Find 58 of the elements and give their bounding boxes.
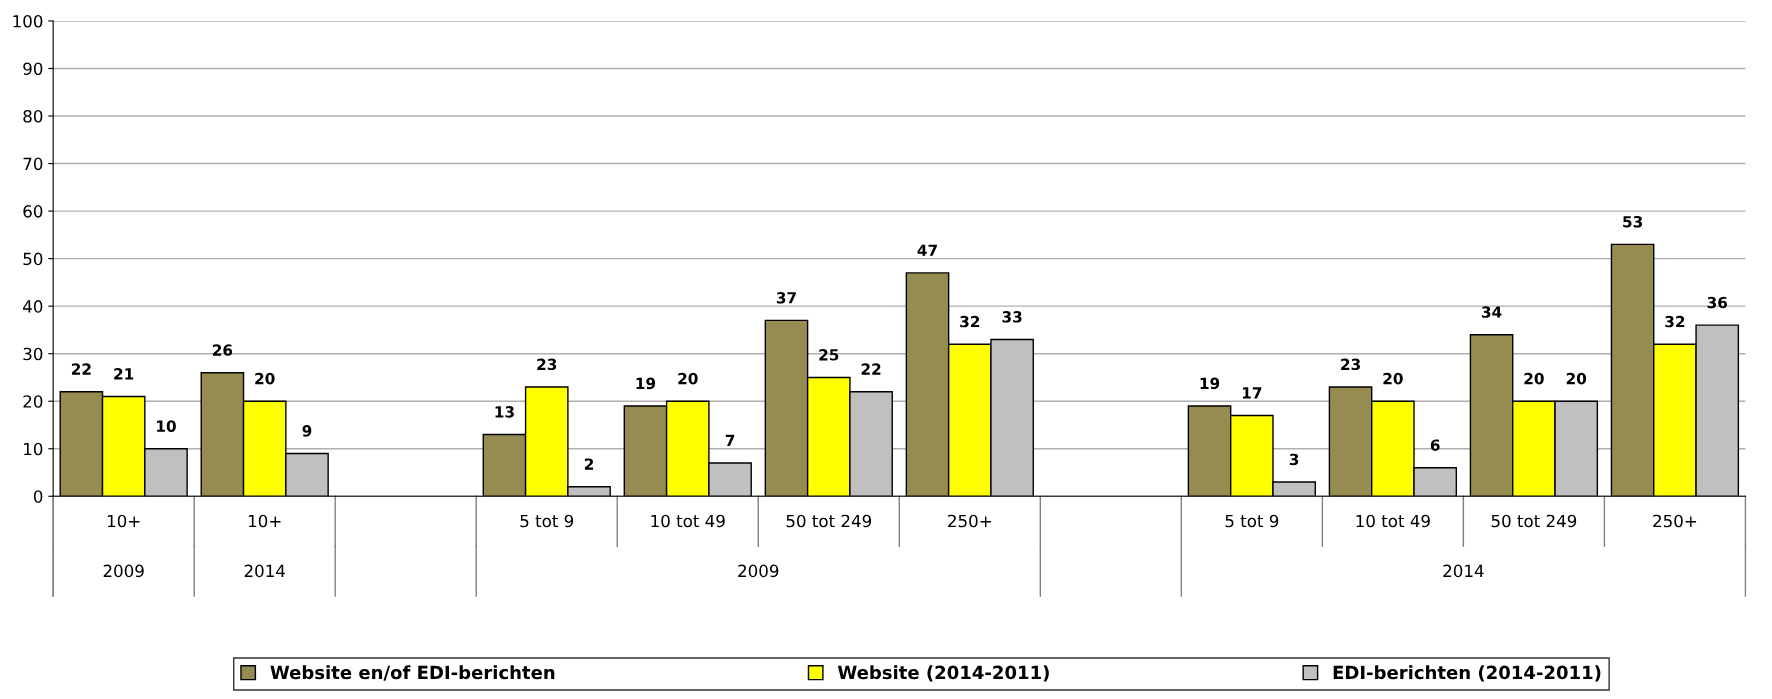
- x-tick-label: 250+: [1653, 514, 1697, 528]
- y-tick-label: 10: [24, 442, 43, 456]
- x-tick-label: 50 tot 249: [786, 514, 872, 528]
- x-tick-label: 10+: [107, 514, 140, 528]
- data-label: 26: [212, 344, 233, 356]
- data-label: 19: [636, 377, 656, 390]
- data-label: 19: [1200, 377, 1220, 390]
- data-label: 17: [1242, 387, 1262, 399]
- y-tick-label: 60: [23, 205, 43, 218]
- data-label: 20: [678, 372, 698, 385]
- data-label: 32: [1665, 315, 1685, 328]
- x-tick-label: 10+: [248, 514, 281, 528]
- y-tick-label: 70: [23, 157, 43, 171]
- y-tick-label: 40: [23, 300, 43, 313]
- y-tick-label: 100: [13, 14, 43, 28]
- data-label: 6: [1430, 439, 1440, 451]
- data-label: 22: [71, 363, 91, 375]
- x-tick-label: 250+: [948, 514, 991, 528]
- data-label: 20: [1566, 372, 1587, 385]
- legend-label: Website en/of EDI-berichten: [270, 665, 555, 681]
- text: 2009: [738, 564, 779, 578]
- data-label: 33: [1002, 311, 1022, 323]
- data-label: 20: [1383, 372, 1403, 385]
- text: 2014: [244, 564, 285, 578]
- legend-label: Website (2014-2011): [837, 665, 1049, 682]
- data-label: 47: [917, 244, 937, 256]
- x-tick-label: 50 tot 249: [1491, 514, 1577, 528]
- data-label: 32: [960, 315, 980, 328]
- x-tick-label: 5 tot 9: [520, 514, 574, 528]
- data-label: 13: [495, 406, 514, 418]
- data-label: 34: [1481, 306, 1502, 318]
- data-label: 7: [725, 434, 735, 446]
- x-tick-label: 10 tot 49: [1356, 514, 1430, 528]
- data-label: 23: [1341, 358, 1360, 371]
- text: 2009: [103, 564, 144, 578]
- data-label: 22: [861, 363, 881, 375]
- y-tick-label: 80: [23, 110, 43, 123]
- y-tick-label: 30: [23, 347, 43, 361]
- data-label: 23: [537, 358, 557, 371]
- data-label: 20: [255, 372, 275, 385]
- data-label: 20: [1524, 372, 1544, 385]
- legend-label: EDI-berichten (2014-2011): [1333, 665, 1601, 682]
- data-label: 53: [1623, 215, 1643, 228]
- x-tick-label: 5 tot 9: [1225, 514, 1279, 528]
- data-label: 36: [1707, 296, 1728, 309]
- data-label: 3: [1289, 453, 1299, 466]
- x-tick-label: 10 tot 49: [651, 514, 725, 528]
- data-label: 21: [114, 368, 134, 380]
- y-tick-label: 20: [23, 395, 43, 408]
- data-label: 25: [819, 349, 839, 361]
- y-tick-label: 90: [23, 62, 43, 76]
- y-tick-label: 0: [33, 490, 43, 503]
- text: 2014: [1443, 564, 1484, 578]
- y-tick-label: 50: [23, 252, 43, 266]
- data-label: 2: [584, 458, 594, 470]
- data-label: 10: [157, 420, 176, 432]
- data-label: 9: [302, 425, 312, 437]
- data-label: 37: [776, 292, 796, 304]
